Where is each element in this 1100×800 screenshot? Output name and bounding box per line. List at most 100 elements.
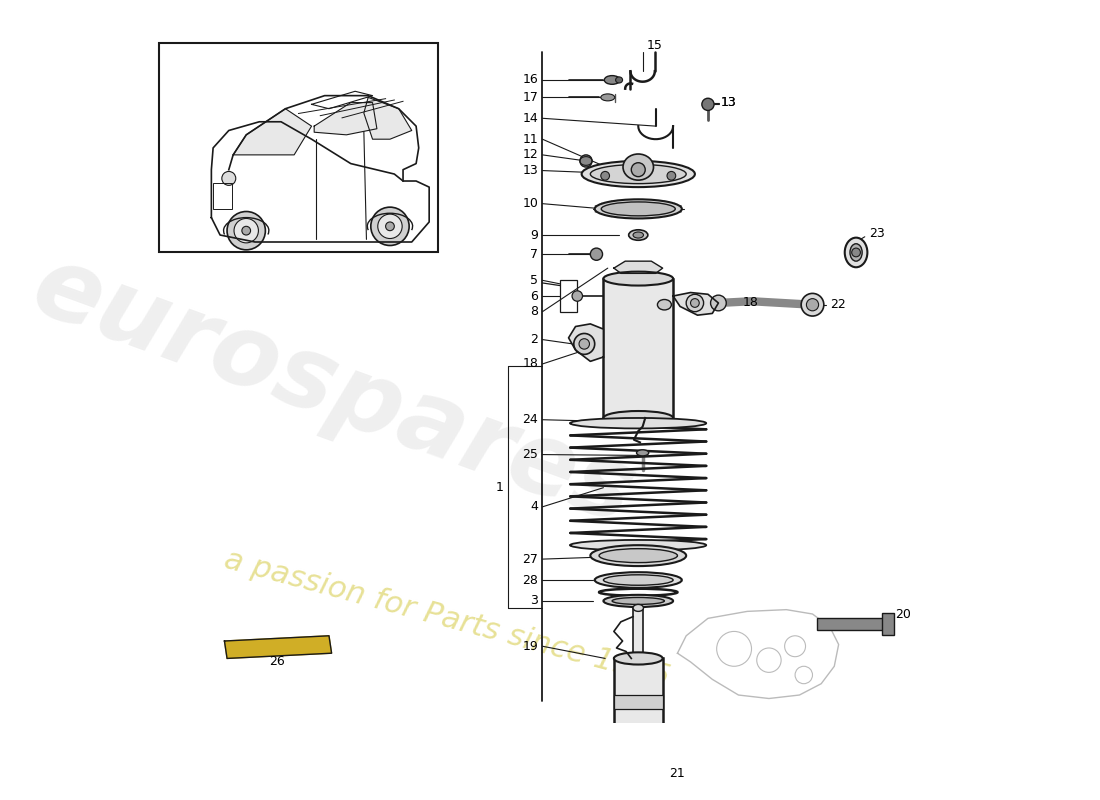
Ellipse shape: [604, 411, 673, 425]
Circle shape: [686, 294, 704, 312]
Ellipse shape: [604, 272, 673, 286]
Circle shape: [572, 290, 583, 302]
Text: 27: 27: [522, 553, 538, 566]
Circle shape: [851, 248, 860, 257]
Ellipse shape: [602, 202, 675, 216]
Bar: [560, 280, 578, 312]
Text: 18: 18: [522, 358, 538, 370]
Ellipse shape: [632, 605, 644, 611]
Text: 2: 2: [530, 333, 538, 346]
Text: 13: 13: [720, 96, 737, 109]
Circle shape: [580, 155, 592, 167]
Circle shape: [386, 222, 394, 230]
Polygon shape: [569, 324, 604, 362]
Circle shape: [227, 211, 265, 250]
Circle shape: [702, 98, 714, 110]
Text: 10: 10: [522, 197, 538, 210]
Text: 13: 13: [720, 96, 737, 109]
Bar: [632, 608, 644, 660]
Circle shape: [371, 207, 409, 246]
Text: a passion for Parts since 1985: a passion for Parts since 1985: [221, 545, 672, 692]
Ellipse shape: [604, 75, 620, 84]
Circle shape: [574, 334, 595, 354]
Text: 25: 25: [522, 448, 538, 461]
Circle shape: [234, 218, 258, 243]
Text: 16: 16: [522, 74, 538, 86]
Text: 22: 22: [829, 298, 846, 311]
Ellipse shape: [845, 238, 868, 267]
Ellipse shape: [614, 748, 662, 760]
Circle shape: [806, 298, 818, 311]
Polygon shape: [673, 293, 718, 315]
Text: 4: 4: [530, 500, 538, 514]
Polygon shape: [233, 109, 311, 155]
Ellipse shape: [623, 154, 653, 180]
Text: 9: 9: [530, 229, 538, 242]
Circle shape: [631, 162, 646, 177]
Bar: [882, 613, 894, 635]
Text: 6: 6: [530, 290, 538, 302]
Text: eurospares: eurospares: [20, 238, 647, 546]
Bar: [213, 182, 232, 209]
Text: 12: 12: [522, 148, 538, 162]
Ellipse shape: [570, 540, 706, 550]
Ellipse shape: [591, 545, 686, 566]
Ellipse shape: [570, 418, 706, 429]
Text: 24: 24: [522, 414, 538, 426]
Ellipse shape: [604, 595, 673, 607]
Ellipse shape: [582, 161, 695, 187]
Circle shape: [579, 338, 590, 349]
Ellipse shape: [601, 94, 615, 101]
Text: 14: 14: [522, 112, 538, 125]
Text: 18: 18: [742, 297, 759, 310]
Ellipse shape: [616, 77, 623, 83]
Circle shape: [711, 295, 726, 311]
Text: 23: 23: [869, 226, 884, 240]
Circle shape: [222, 171, 235, 186]
Polygon shape: [315, 102, 377, 135]
Text: 17: 17: [522, 91, 538, 104]
Text: 21: 21: [669, 767, 684, 780]
Text: 15: 15: [647, 38, 663, 52]
Circle shape: [801, 294, 824, 316]
Text: 11: 11: [522, 133, 538, 146]
Text: 20: 20: [895, 608, 911, 622]
Circle shape: [242, 226, 251, 235]
Text: 7: 7: [530, 248, 538, 261]
Bar: [604, 278, 673, 418]
Ellipse shape: [620, 756, 657, 774]
Ellipse shape: [612, 598, 664, 605]
Circle shape: [601, 171, 609, 180]
Ellipse shape: [595, 572, 682, 588]
Text: 1: 1: [495, 481, 503, 494]
Text: 5: 5: [530, 274, 538, 287]
Ellipse shape: [604, 574, 673, 586]
Text: 13: 13: [522, 164, 538, 177]
Ellipse shape: [624, 760, 653, 776]
Ellipse shape: [658, 299, 671, 310]
Bar: [614, 695, 662, 709]
Ellipse shape: [591, 165, 686, 184]
Ellipse shape: [595, 199, 682, 218]
Circle shape: [377, 214, 403, 238]
Text: 19: 19: [522, 640, 538, 653]
Polygon shape: [224, 636, 331, 658]
Polygon shape: [364, 98, 411, 139]
Circle shape: [630, 757, 646, 773]
Circle shape: [691, 298, 700, 307]
Ellipse shape: [637, 450, 649, 456]
Bar: [614, 658, 662, 754]
Ellipse shape: [614, 652, 662, 665]
Bar: [160, 43, 438, 253]
Circle shape: [591, 248, 603, 260]
Ellipse shape: [850, 244, 862, 261]
Text: 28: 28: [522, 574, 538, 586]
Text: 8: 8: [530, 305, 538, 318]
Polygon shape: [614, 261, 662, 274]
Bar: [817, 618, 887, 630]
Ellipse shape: [629, 763, 647, 773]
Ellipse shape: [632, 232, 644, 238]
Text: 26: 26: [268, 655, 285, 669]
Circle shape: [667, 171, 675, 180]
Text: 3: 3: [530, 594, 538, 607]
